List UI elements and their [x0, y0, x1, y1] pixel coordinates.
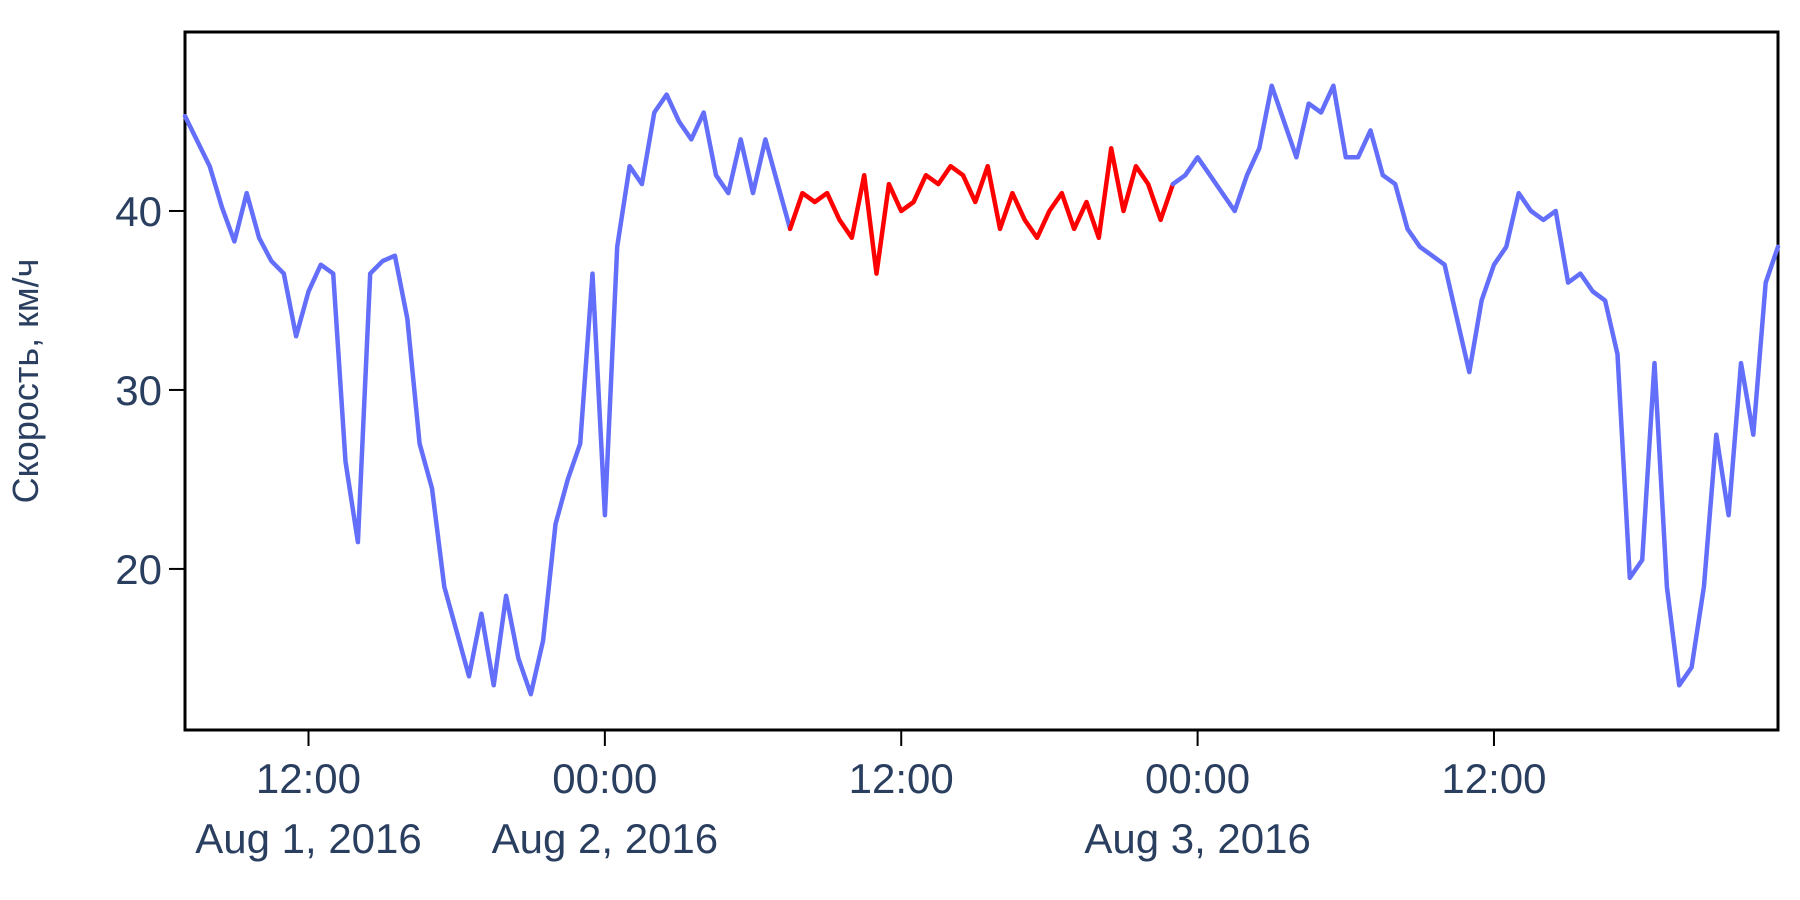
y-tick-label: 40 — [115, 188, 162, 235]
y-tick-label: 20 — [115, 546, 162, 593]
series-line-3 — [1170, 83, 1781, 688]
x-tick-label: 12:00 — [256, 755, 361, 802]
y-axis: 20 30 40 — [115, 188, 185, 593]
y-tick-label: 30 — [115, 367, 162, 414]
plot-area — [183, 30, 1780, 732]
series-layer — [182, 83, 1781, 697]
x-axis: 12:00 Aug 1, 2016 00:00 Aug 2, 2016 12:00 00:… — [195, 730, 1547, 862]
x-tick-label: 00:00 — [552, 755, 657, 802]
x-tick-label: 12:00 — [1441, 755, 1546, 802]
x-tick-label: 12:00 — [849, 755, 954, 802]
x-tick-date-label: Aug 2, 2016 — [492, 815, 719, 862]
x-tick-date-label: Aug 3, 2016 — [1084, 815, 1311, 862]
y-axis-title: Скорость, км/ч — [5, 259, 46, 504]
series-line-2 — [787, 146, 1176, 276]
x-tick-date-label: Aug 1, 2016 — [195, 815, 422, 862]
x-tick-label: 00:00 — [1145, 755, 1250, 802]
series-line-1 — [182, 92, 793, 697]
